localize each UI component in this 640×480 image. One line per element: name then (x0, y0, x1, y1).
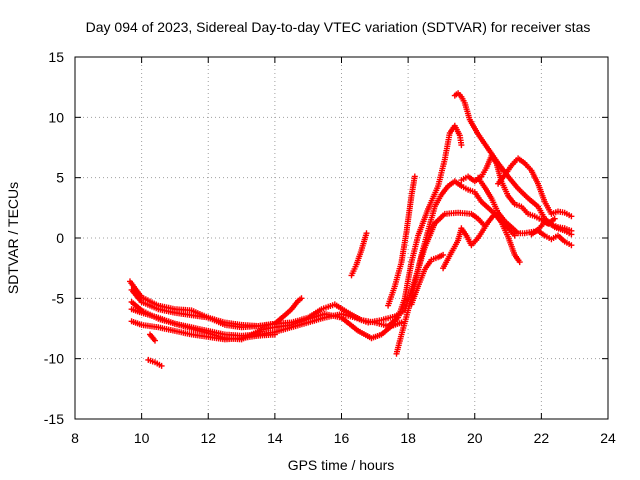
x-axis-title: GPS time / hours (288, 457, 395, 473)
plus-markers (147, 331, 158, 344)
y-tick-label: -5 (52, 290, 65, 306)
x-tick-label: 24 (600, 430, 616, 446)
y-tick-label: 15 (48, 49, 64, 65)
plus-markers (528, 219, 575, 238)
plus-markers (348, 230, 370, 279)
plus-markers (145, 356, 165, 369)
series-track-14 (458, 152, 558, 227)
series-track-6 (147, 331, 158, 344)
series-track-5 (128, 318, 278, 343)
plus-markers (440, 210, 518, 272)
x-tick-label: 18 (400, 430, 416, 446)
y-tick-label: 5 (56, 170, 64, 186)
x-tick-label: 10 (134, 430, 150, 446)
series-track-4 (128, 306, 405, 343)
x-tick-label: 20 (467, 430, 483, 446)
series-track-2 (128, 286, 305, 330)
y-tick-label: -10 (44, 351, 64, 367)
plus-markers (495, 155, 575, 220)
chart-title: Day 094 of 2023, Sidereal Day-to-day VTE… (86, 19, 591, 35)
x-tick-label: 22 (534, 430, 550, 446)
data-points (127, 90, 575, 369)
axis-ticks: 8 10 12 14 16 18 20 22 24 -15 -10 -5 0 5 10 15 (44, 49, 616, 446)
series-track-8 (348, 230, 370, 279)
y-tick-label: 10 (48, 109, 64, 125)
series-track-10 (393, 178, 523, 357)
series-track-7 (145, 356, 165, 369)
series-trace (396, 180, 521, 354)
plus-markers (385, 173, 418, 309)
plus-markers (128, 318, 278, 343)
series-track-9 (385, 173, 418, 309)
y-tick-label: -15 (44, 411, 64, 427)
plus-markers (408, 251, 447, 308)
plus-markers (128, 286, 305, 330)
series-track-11 (408, 251, 447, 308)
series-track-16 (495, 155, 575, 220)
plus-markers (458, 152, 558, 227)
plus-markers (393, 178, 523, 357)
y-axis-title: SDTVAR / TECUs (5, 182, 21, 294)
x-tick-label: 8 (71, 430, 79, 446)
y-tick-label: 0 (56, 230, 64, 246)
series-track-17 (528, 219, 575, 238)
x-tick-label: 12 (200, 430, 216, 446)
x-tick-label: 14 (267, 430, 283, 446)
x-tick-label: 16 (334, 430, 350, 446)
